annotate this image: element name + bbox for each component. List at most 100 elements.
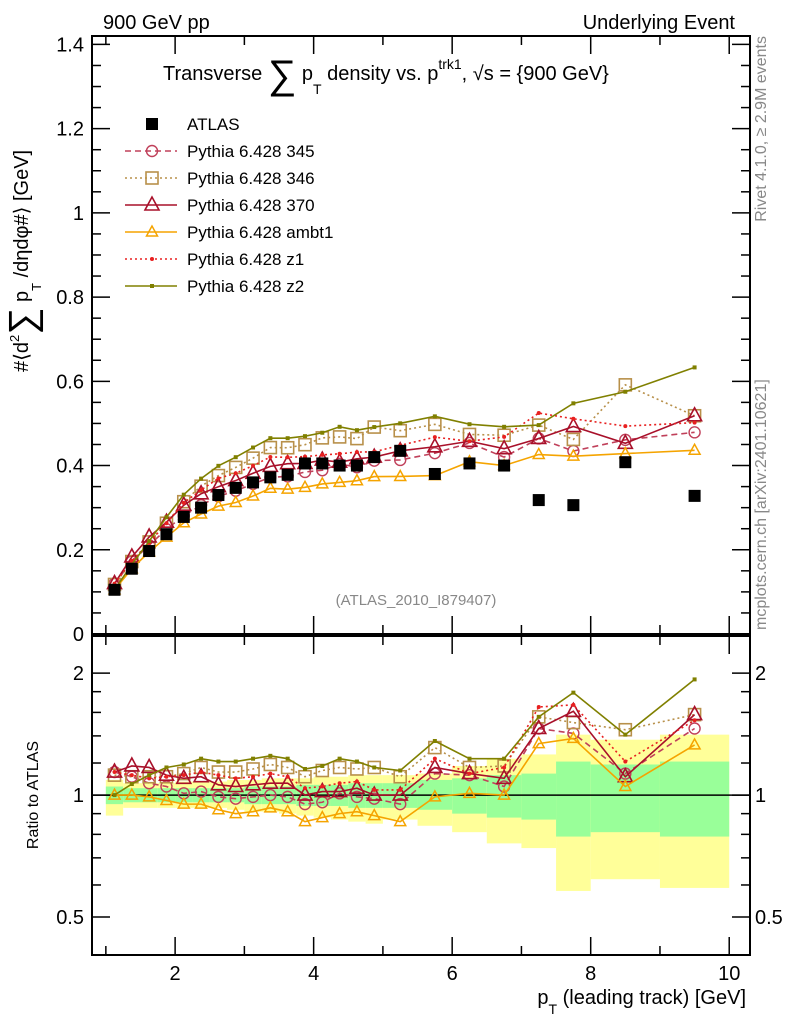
point-ambt1 xyxy=(350,473,364,486)
series-line-z2 xyxy=(113,366,695,591)
point-z1 xyxy=(467,439,472,444)
legend-marker xyxy=(145,224,159,237)
data-point-atlas xyxy=(247,476,260,489)
point-z2 xyxy=(467,422,472,427)
legend-item: ATLAS xyxy=(146,115,240,134)
ratio-tick-label-right: 1 xyxy=(755,785,766,807)
legend-item: Pythia 6.428 346 xyxy=(125,169,315,188)
data-point-atlas xyxy=(498,459,511,472)
x-tick-label: 2 xyxy=(170,963,181,985)
point-ambt1 xyxy=(332,474,347,488)
ratio-point-345 xyxy=(194,785,208,798)
ratio-point-z1 xyxy=(285,774,290,779)
ratio-point-370 xyxy=(296,785,314,801)
point-ambt1 xyxy=(211,498,226,511)
header-left: 900 GeV pp xyxy=(103,12,210,34)
ratio-point-z1 xyxy=(320,784,325,789)
ratio-point-ambt1 xyxy=(159,792,174,806)
y-tick-label: 0.2 xyxy=(56,540,84,562)
ratio-point-z2 xyxy=(233,759,238,764)
point-ambt1 xyxy=(315,476,330,489)
ratio-point-345 xyxy=(212,790,225,804)
point-z2 xyxy=(216,463,221,468)
legend-item: Pythia 6.428 z2 xyxy=(125,277,304,296)
legend-marker xyxy=(150,284,154,288)
point-370 xyxy=(565,416,582,433)
data-point-atlas xyxy=(350,459,363,472)
legend-label: Pythia 6.428 370 xyxy=(187,196,315,215)
point-z2 xyxy=(302,434,307,439)
legend-label: Pythia 6.428 ambt1 xyxy=(187,223,333,242)
point-z1 xyxy=(164,521,169,526)
legend-marker xyxy=(143,195,161,211)
ratio-point-z2 xyxy=(536,714,541,719)
point-345 xyxy=(428,446,442,460)
ratio-point-z2 xyxy=(467,756,472,761)
ratio-point-345 xyxy=(229,792,242,805)
point-z2 xyxy=(692,365,697,370)
data-point-atlas xyxy=(463,457,476,470)
point-z1 xyxy=(268,454,273,459)
ratio-point-z1 xyxy=(571,702,576,707)
ratio-point-ambt1 xyxy=(462,785,477,799)
x-tick-label: 4 xyxy=(308,963,319,985)
ratio-point-345 xyxy=(246,790,260,804)
ratio-point-370 xyxy=(210,775,227,791)
ratio-point-z1 xyxy=(502,765,507,770)
legend-item: Pythia 6.428 z1 xyxy=(125,250,304,269)
ratio-point-z1 xyxy=(199,770,204,775)
data-point-atlas xyxy=(688,489,701,502)
ratio-point-z1 xyxy=(268,771,273,776)
point-346 xyxy=(332,430,347,444)
ratio-point-z1 xyxy=(467,771,472,776)
legend-marker xyxy=(145,144,159,158)
legend-item: Pythia 6.428 ambt1 xyxy=(125,223,333,242)
ratio-point-z1 xyxy=(147,776,152,781)
ratio-point-z2 xyxy=(623,732,628,737)
point-370 xyxy=(192,484,210,500)
point-z2 xyxy=(337,424,342,429)
data-point-atlas xyxy=(229,481,242,494)
point-345 xyxy=(688,426,701,439)
data-point-atlas xyxy=(567,499,580,512)
ratio-point-z2 xyxy=(432,738,437,743)
point-370 xyxy=(426,437,444,453)
data-point-atlas xyxy=(108,583,121,596)
point-z1 xyxy=(692,420,697,425)
point-z2 xyxy=(372,425,377,430)
ratio-point-370 xyxy=(123,756,141,772)
point-z2 xyxy=(571,401,576,406)
data-point-atlas xyxy=(532,494,545,507)
point-z2 xyxy=(251,445,256,450)
ratio-point-z1 xyxy=(164,774,169,779)
data-point-atlas xyxy=(298,457,311,470)
data-point-atlas xyxy=(264,471,277,484)
ratio-y-axis-label: Ratio to ATLAS xyxy=(25,741,42,849)
ratio-line-370 xyxy=(114,710,696,796)
upper-frame xyxy=(91,35,751,635)
ratio-point-370 xyxy=(244,775,262,791)
ratio-point-z2 xyxy=(112,793,117,798)
point-z1 xyxy=(623,424,628,429)
point-z2 xyxy=(536,423,541,428)
point-z1 xyxy=(181,500,186,505)
ratio-point-370 xyxy=(495,768,513,785)
ratio-point-ambt1 xyxy=(350,804,364,817)
ratio-point-z2 xyxy=(181,762,186,767)
ratio-point-ambt1 xyxy=(298,814,312,827)
ratio-line-z2 xyxy=(114,678,696,796)
stat-uncertainty-band xyxy=(452,778,487,814)
ratio-point-ambt1 xyxy=(315,810,330,823)
point-z1 xyxy=(216,476,221,481)
point-ambt1 xyxy=(263,480,278,494)
ratio-point-346 xyxy=(332,760,347,775)
point-ambt1 xyxy=(531,446,546,460)
point-ambt1 xyxy=(228,494,243,508)
point-ambt1 xyxy=(618,446,633,459)
point-z1 xyxy=(432,435,437,440)
stat-uncertainty-band xyxy=(659,761,730,837)
ratio-point-370 xyxy=(313,781,331,798)
ratio-point-z1 xyxy=(112,770,117,775)
y-tick-label: 1 xyxy=(73,203,84,225)
ratio-point-z2 xyxy=(251,756,256,761)
